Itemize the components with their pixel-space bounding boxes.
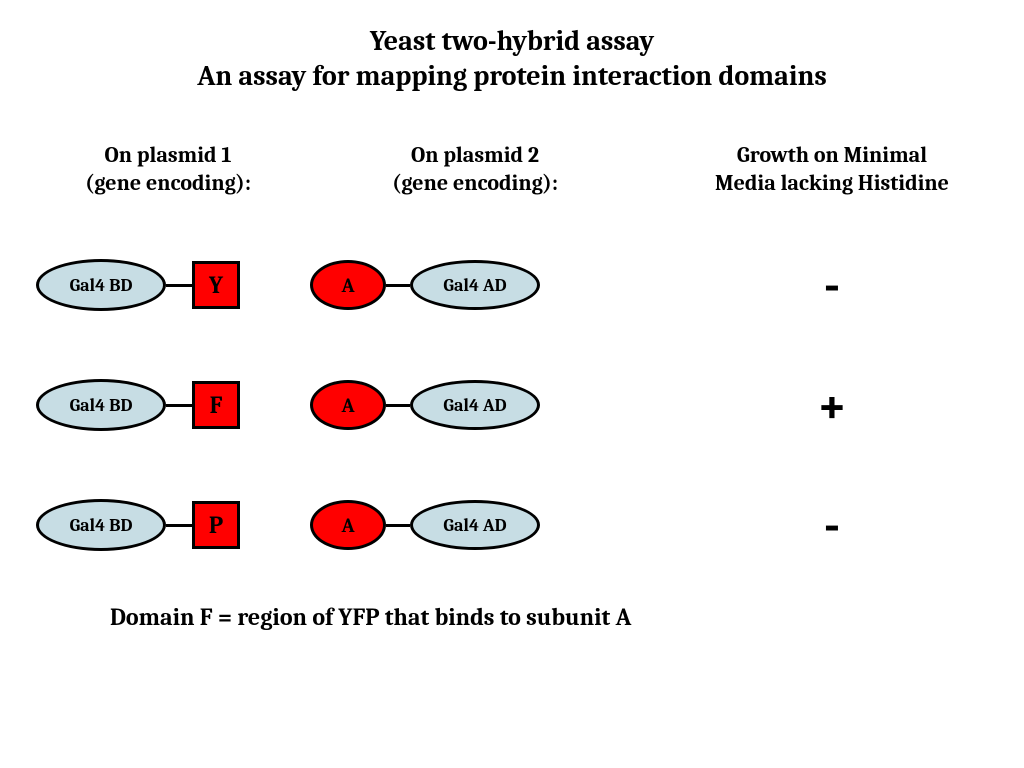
col1-h2: (gene encoding): xyxy=(36,170,300,198)
col1-header: On plasmid 1 (gene encoding): xyxy=(0,142,300,197)
domain-square-label: Y xyxy=(209,271,223,299)
gal4-ad-ellipse: Gal4 AD xyxy=(410,260,540,310)
gal4-bd-ellipse: Gal4 BD xyxy=(36,499,166,551)
footer-note: Domain F = region of YFP that binds to s… xyxy=(0,603,1024,631)
gal4-ad-ellipse: Gal4 AD xyxy=(410,500,540,550)
column-headers: On plasmid 1 (gene encoding): On plasmid… xyxy=(0,142,1024,197)
domain-square: Y xyxy=(192,261,240,309)
a-label: A xyxy=(341,274,354,297)
title-line1: Yeast two-hybrid assay xyxy=(0,24,1024,59)
plasmid1-construct: Gal4 BD P xyxy=(36,499,300,551)
gal4-ad-ellipse: Gal4 AD xyxy=(410,380,540,430)
plasmid1-construct: Gal4 BD Y xyxy=(36,259,300,311)
connector-icon xyxy=(166,284,192,287)
domain-square-label: F xyxy=(210,391,223,419)
subunit-a-ellipse: A xyxy=(310,260,386,310)
plasmid2-construct: A Gal4 AD xyxy=(310,500,640,550)
subunit-a-ellipse: A xyxy=(310,380,386,430)
plasmid2-construct: A Gal4 AD xyxy=(310,260,640,310)
a-label: A xyxy=(341,514,354,537)
growth-result: + xyxy=(817,375,848,435)
title-line2: An assay for mapping protein interaction… xyxy=(0,59,1024,94)
col3-h1: Growth on Minimal xyxy=(640,142,1024,170)
gal4-bd-label: Gal4 BD xyxy=(70,275,133,296)
col1-h1: On plasmid 1 xyxy=(36,142,300,170)
col3-header: Growth on Minimal Media lacking Histidin… xyxy=(640,142,1024,197)
assay-row: Gal4 BD Y A Gal4 AD - xyxy=(0,225,1024,345)
domain-square: F xyxy=(192,381,240,429)
gal4-bd-label: Gal4 BD xyxy=(70,395,133,416)
a-label: A xyxy=(341,394,354,417)
connector-icon xyxy=(166,404,192,407)
connector-icon xyxy=(386,404,410,407)
gal4-ad-label: Gal4 AD xyxy=(443,395,506,416)
growth-result: - xyxy=(824,255,840,315)
subunit-a-ellipse: A xyxy=(310,500,386,550)
growth-result: - xyxy=(824,495,840,555)
domain-square-label: P xyxy=(209,511,223,539)
plasmid1-construct: Gal4 BD F xyxy=(36,379,300,431)
assay-rows: Gal4 BD Y A Gal4 AD - Gal4 BD F A xyxy=(0,225,1024,585)
gal4-ad-label: Gal4 AD xyxy=(443,515,506,536)
connector-icon xyxy=(386,284,410,287)
gal4-bd-ellipse: Gal4 BD xyxy=(36,259,166,311)
gal4-bd-ellipse: Gal4 BD xyxy=(36,379,166,431)
domain-square: P xyxy=(192,501,240,549)
col2-header: On plasmid 2 (gene encoding): xyxy=(300,142,640,197)
gal4-ad-label: Gal4 AD xyxy=(443,275,506,296)
connector-icon xyxy=(166,524,192,527)
connector-icon xyxy=(386,524,410,527)
col3-h2: Media lacking Histidine xyxy=(640,170,1024,198)
col2-h2: (gene encoding): xyxy=(310,170,640,198)
col2-h1: On plasmid 2 xyxy=(310,142,640,170)
gal4-bd-label: Gal4 BD xyxy=(70,515,133,536)
assay-row: Gal4 BD P A Gal4 AD - xyxy=(0,465,1024,585)
plasmid2-construct: A Gal4 AD xyxy=(310,380,640,430)
title-block: Yeast two-hybrid assay An assay for mapp… xyxy=(0,0,1024,94)
assay-row: Gal4 BD F A Gal4 AD + xyxy=(0,345,1024,465)
